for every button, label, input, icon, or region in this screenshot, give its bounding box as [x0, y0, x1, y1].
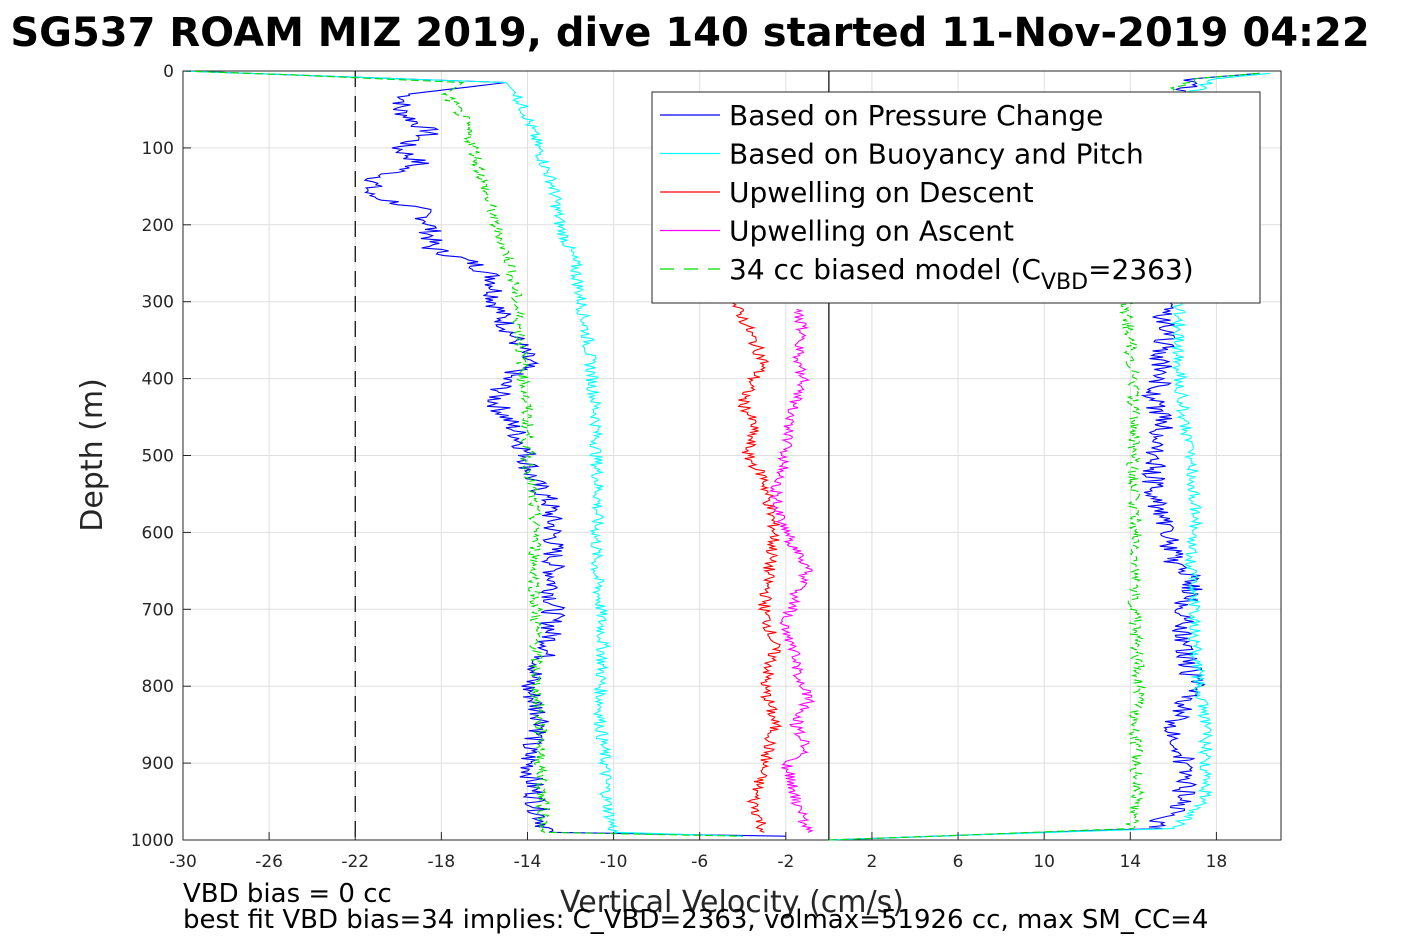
legend-entry: Upwelling on Descent: [729, 176, 1034, 209]
x-tick-label: 14: [1119, 852, 1141, 872]
legend-entry: Upwelling on Ascent: [729, 215, 1014, 248]
y-tick-label: 400: [142, 370, 174, 390]
x-tick-label: -2: [777, 852, 794, 872]
footnote-1: VBD bias = 0 cc: [183, 879, 392, 909]
legend: Based on Pressure Change Based on Buoyanc…: [651, 91, 1261, 304]
y-tick-label: 200: [142, 216, 174, 236]
x-tick-label: -22: [341, 852, 369, 872]
x-tick-label: -18: [427, 852, 455, 872]
y-tick-label: 600: [142, 523, 174, 543]
x-tick-label: -10: [600, 852, 628, 872]
x-ticks: -30 -26 -22 -18 -14 -10 -6 -2 2 6 10 14 18: [169, 832, 1227, 872]
legend-entry: Based on Buoyancy and Pitch: [729, 138, 1144, 171]
series-line-descent: [182, 70, 743, 837]
footnote-2: best fit VBD bias=34 implies: C_VBD=2363…: [183, 905, 1208, 935]
y-tick-label: 300: [142, 293, 174, 313]
series-line-descent: [182, 70, 743, 837]
legend-entry: Based on Pressure Change: [729, 99, 1103, 132]
y-ticks: 0 100 200 300 400 500 600 700 800 900 1000: [131, 62, 191, 851]
x-tick-label: 2: [867, 852, 878, 872]
series-line-descent: [727, 301, 783, 833]
series-4: [768, 308, 816, 833]
y-tick-label: 0: [163, 62, 174, 82]
x-tick-label: -14: [514, 852, 542, 872]
chart-title: SG537 ROAM MIZ 2019, dive 140 started 11…: [10, 10, 1369, 56]
y-tick-label: 900: [142, 754, 174, 774]
y-axis-label: Depth (m): [75, 378, 110, 532]
x-tick-label: 10: [1033, 852, 1055, 872]
y-tick-label: 800: [142, 677, 174, 697]
series-line-ascent: [768, 308, 816, 833]
x-tick-label: -30: [169, 852, 197, 872]
x-tick-label: -26: [255, 852, 283, 872]
legend-box: [651, 91, 1261, 304]
legend-entry: 34 cc biased model (CVBD=2363): [729, 253, 1194, 295]
y-tick-label: 1000: [131, 831, 174, 851]
x-axis-label: Vertical Velocity (cm/s): [560, 885, 904, 920]
x-tick-label: 18: [1206, 852, 1228, 872]
x-tick-label: 6: [953, 852, 964, 872]
y-tick-label: 100: [142, 139, 174, 159]
y-tick-label: 500: [142, 447, 174, 467]
series-3: [727, 301, 783, 833]
x-tick-label: -6: [691, 852, 708, 872]
y-tick-label: 700: [142, 600, 174, 620]
